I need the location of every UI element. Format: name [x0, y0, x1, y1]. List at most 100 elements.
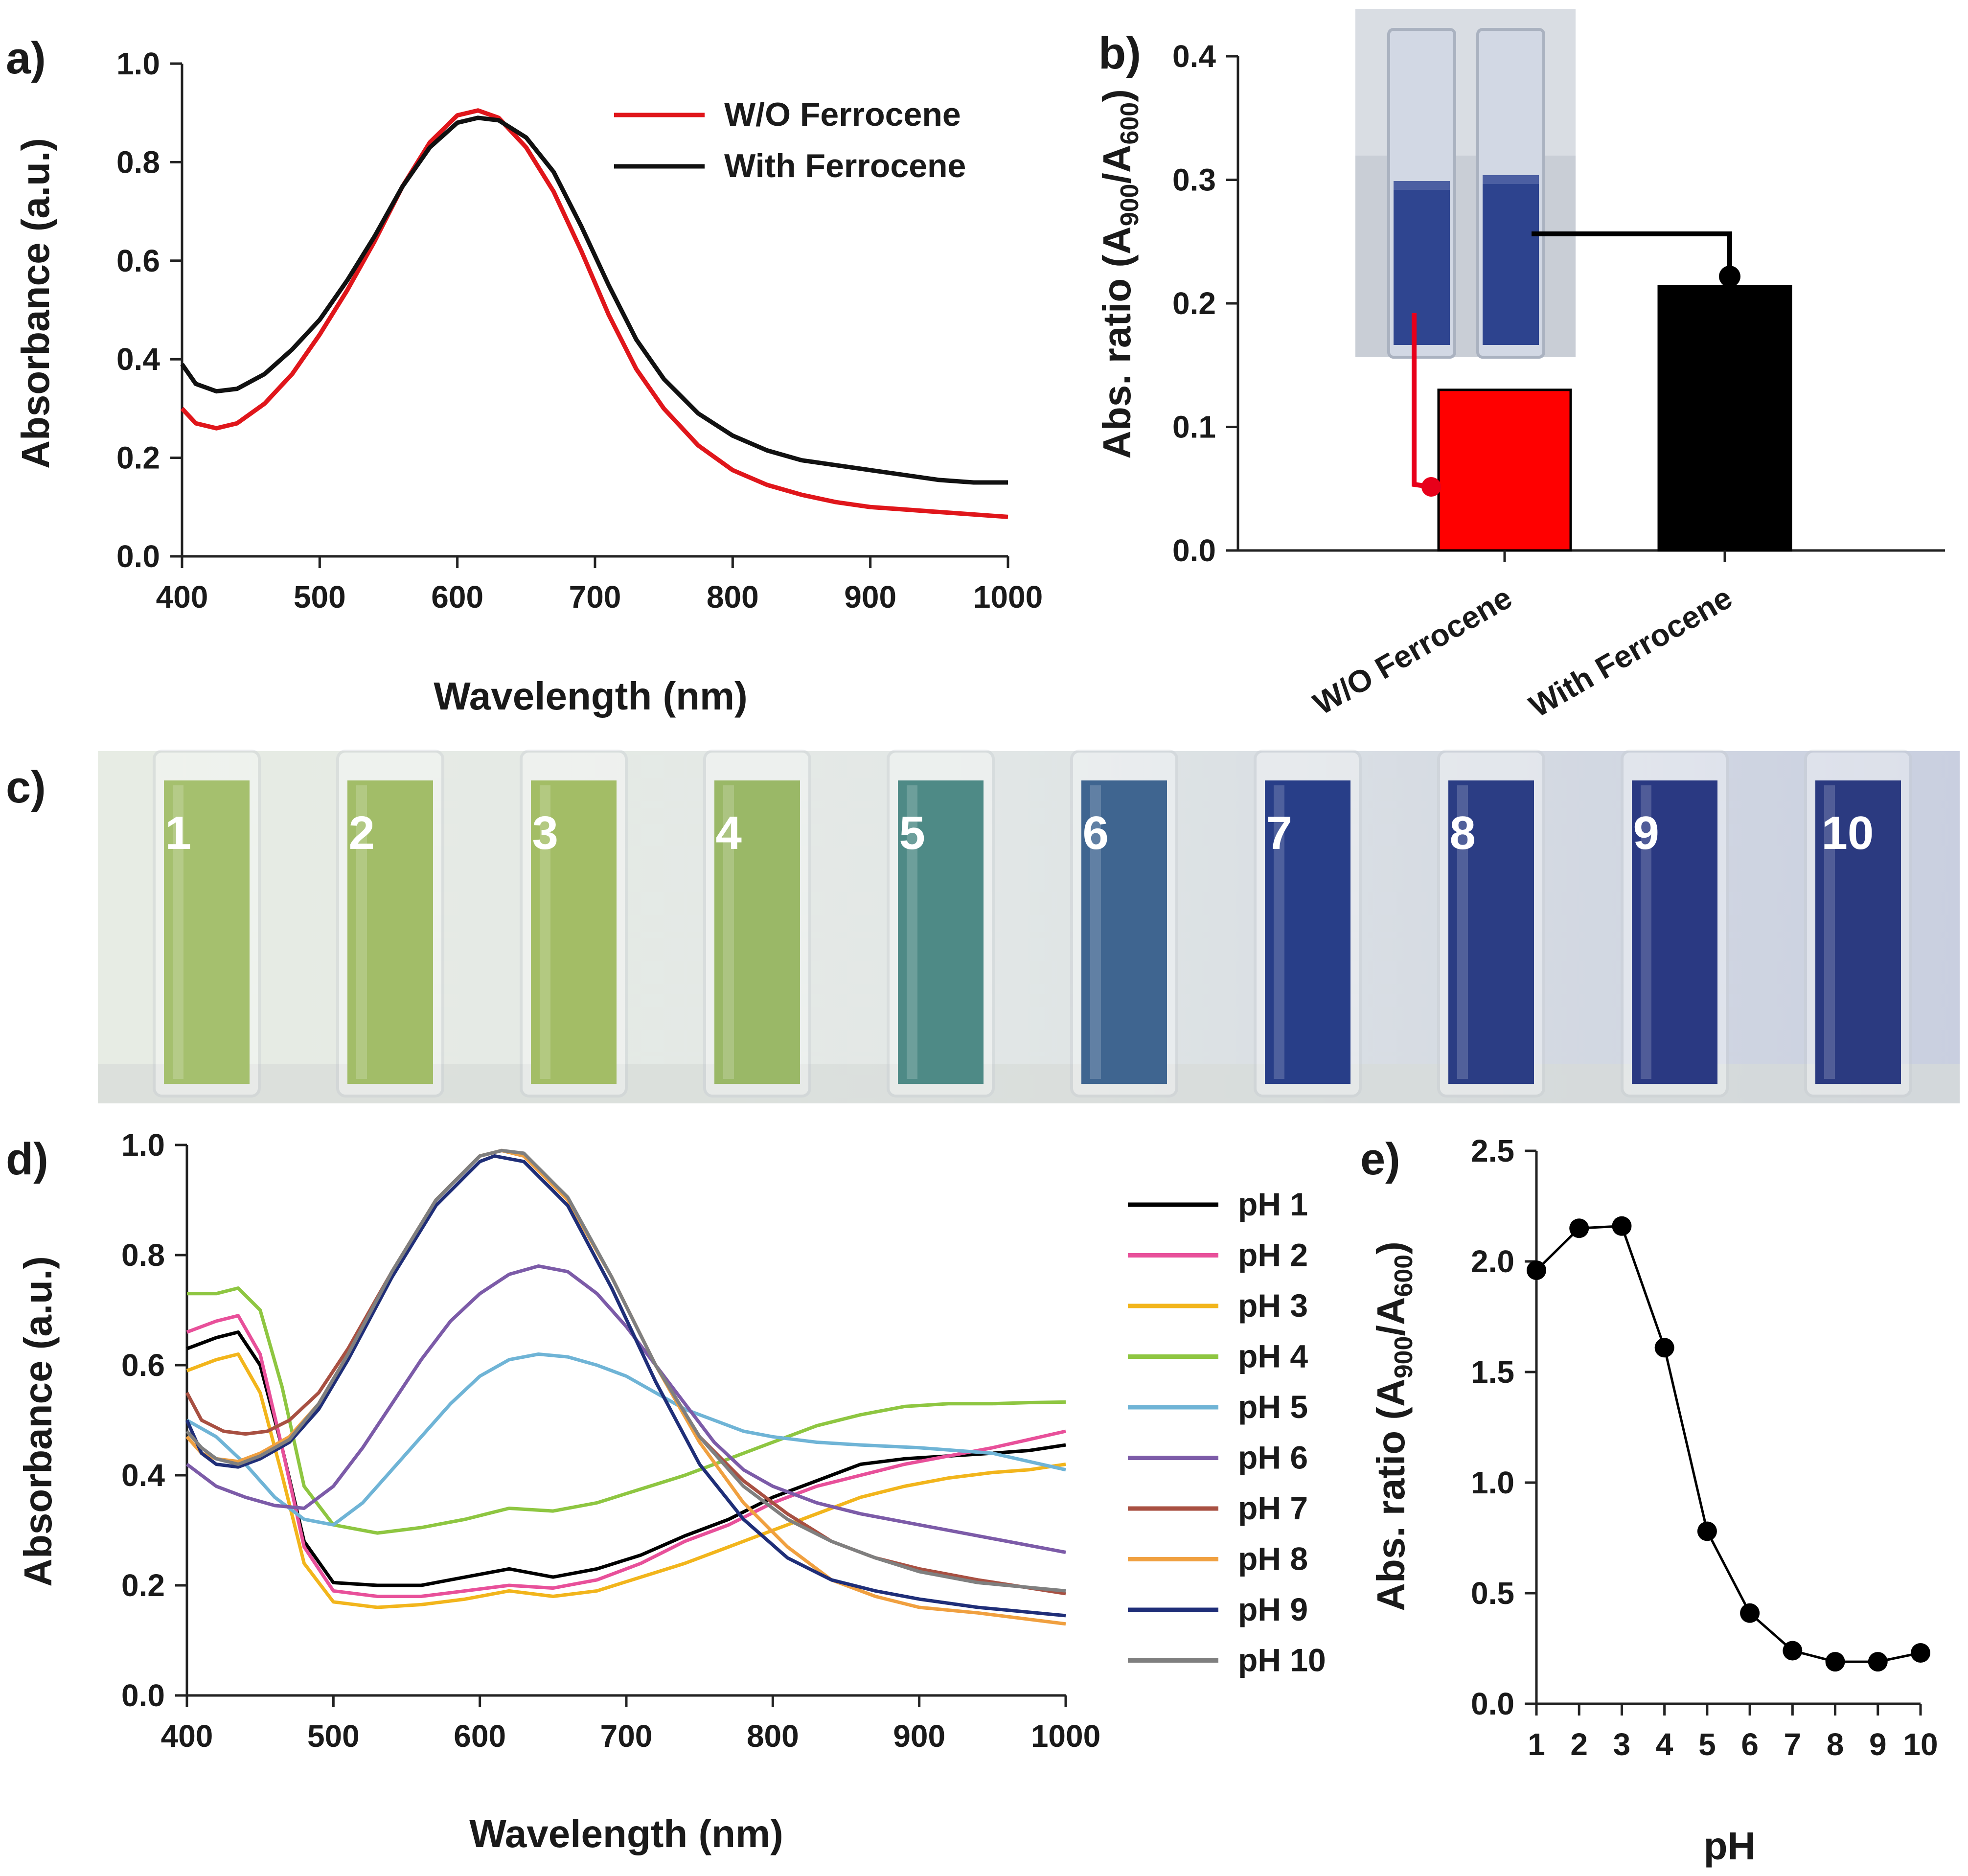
- panel-b-label: b): [1098, 28, 1141, 78]
- cuvette-liquid: [347, 780, 433, 1084]
- panel-e-chart: 0.0 0.5 1.0 1.5 2.0 2.5 1 2 3 4 5 6 7 8 9 10 pH Abs. ra…: [1369, 1133, 1938, 1868]
- x-tick-label: 7: [1784, 1727, 1802, 1762]
- panel-d-chart: 0.0 0.2 0.4 0.6 0.8 1.0 400 500 600 700 800 900 1000…: [16, 1127, 1326, 1855]
- panel-a-ylabel: Absorbance (a.u.): [14, 138, 57, 469]
- cuvette-highlight: [723, 785, 734, 1079]
- x-tick-label: With Ferrocene: [1523, 580, 1738, 724]
- panel-d-label: d): [6, 1134, 48, 1184]
- cuvette-highlight: [1824, 785, 1835, 1079]
- panel-b-inset-photo: [1355, 9, 1576, 359]
- y-tick-label: 0.8: [121, 1237, 165, 1273]
- y-tick-label: 0.5: [1471, 1576, 1514, 1611]
- y-tick-label: 0.2: [116, 440, 160, 476]
- panel-c-label: c): [6, 762, 46, 812]
- x-tick-label: 400: [161, 1718, 213, 1754]
- data-point: [1825, 1652, 1845, 1672]
- data-point: [1569, 1218, 1589, 1238]
- panel-b-connector-black: [1532, 231, 1732, 276]
- cuvette-highlight: [540, 785, 550, 1079]
- y-tick-label: 0.0: [116, 539, 160, 574]
- y-tick-label: 1.5: [1471, 1354, 1514, 1390]
- x-tick-label: 5: [1698, 1727, 1716, 1762]
- panel-a-legend: W/O Ferrocene With Ferrocene: [614, 96, 966, 184]
- panel-a-series: [180, 108, 1008, 519]
- panel-d-legend: pH 1 pH 2 pH 3 pH 4 pH 5 pH 6 pH 7 pH 8 pH 9 pH 1…: [1128, 1186, 1326, 1678]
- cuvette-number-label: 10: [1822, 807, 1874, 859]
- data-point: [1740, 1603, 1760, 1623]
- x-tick-label: 700: [569, 579, 621, 615]
- cuvette-liquid: [531, 780, 617, 1084]
- cuvette-liquid: [1265, 780, 1350, 1084]
- panel-e-series: [1527, 1216, 1930, 1672]
- series-line-abs-ratio: [1535, 1225, 1921, 1663]
- y-tick-label: 0.0: [1172, 533, 1216, 568]
- x-tick-label: 10: [1903, 1727, 1938, 1762]
- y-tick-label: 0.2: [1172, 286, 1216, 321]
- x-tick-label: 9: [1869, 1727, 1887, 1762]
- y-tick-label: 0.6: [116, 243, 160, 278]
- cuvette-number-label: 6: [1083, 807, 1109, 859]
- cuvette-highlight: [907, 785, 917, 1079]
- panel-a-axes: 0.0 0.2 0.4 0.6 0.8 1.0 400 500 600 700 800 900 1000: [116, 46, 1043, 615]
- cuvette-number-label: 1: [165, 807, 191, 859]
- x-tick-label: 500: [307, 1718, 360, 1754]
- cuvette-liquid: [164, 780, 250, 1084]
- legend-label: pH 7: [1238, 1490, 1308, 1526]
- x-tick-label: W/O Ferrocene: [1307, 580, 1518, 722]
- panel-a-chart: 0.0 0.2 0.4 0.6 0.8 1.0 400 500 600 700 800 900 1000…: [14, 46, 1043, 718]
- panel-a-label: a): [6, 33, 46, 83]
- series-line-ph-3: [186, 1352, 1066, 1609]
- data-point: [1654, 1338, 1674, 1358]
- panel-d-ylabel: Absorbance (a.u.): [16, 1256, 60, 1587]
- x-tick-label: 900: [893, 1718, 945, 1754]
- cuvette-highlight: [1641, 785, 1651, 1079]
- series-line-ph-2: [186, 1314, 1066, 1598]
- data-point: [1783, 1641, 1803, 1661]
- cuvette-highlight: [1274, 785, 1284, 1079]
- panel-e-xlabel: pH: [1704, 1824, 1756, 1868]
- cuvette-highlight: [356, 785, 367, 1079]
- x-tick-label: 700: [600, 1718, 653, 1754]
- panel-b-connector-red-dot: [1421, 477, 1441, 497]
- cuvette-number-label: 3: [532, 807, 558, 859]
- cuvette-highlight: [1090, 785, 1101, 1079]
- legend-label: With Ferrocene: [724, 147, 966, 184]
- cuvette-number-label: 7: [1266, 807, 1292, 859]
- cuvette-highlight: [1457, 785, 1468, 1079]
- x-tick-label: 1000: [1031, 1718, 1100, 1754]
- x-tick-label: 900: [844, 579, 896, 615]
- panel-d-series: [185, 1148, 1066, 1626]
- series-line-ph-10: [185, 1148, 1066, 1593]
- y-tick-label: 2.5: [1471, 1133, 1514, 1168]
- x-tick-label: 6: [1741, 1727, 1759, 1762]
- cuvette-number-label: 8: [1450, 807, 1476, 859]
- panel-e-axes: 0.0 0.5 1.0 1.5 2.0 2.5 1 2 3 4 5 6 7 8 9 10: [1471, 1133, 1938, 1762]
- series-line-with-ferrocene: [180, 115, 1008, 485]
- cuvette-number-label: 5: [899, 807, 925, 859]
- y-tick-label: 0.3: [1172, 162, 1216, 198]
- data-point: [1697, 1521, 1717, 1541]
- x-tick-label: 1: [1528, 1727, 1545, 1762]
- series-line-ph-5: [186, 1352, 1066, 1527]
- legend-label: pH 6: [1238, 1440, 1308, 1476]
- y-tick-label: 2.0: [1471, 1244, 1514, 1279]
- cuvette-number-label: 9: [1633, 807, 1659, 859]
- data-point: [1527, 1260, 1546, 1281]
- y-tick-label: 0.8: [116, 144, 160, 180]
- panel-b-ylabel: Abs. ratio (A900/A600): [1095, 89, 1144, 459]
- panel-b-connector-black-dot: [1719, 266, 1740, 287]
- y-tick-label: 0.2: [121, 1568, 165, 1603]
- panel-b-axes: 0.0 0.1 0.2 0.3 0.4: [1172, 39, 1945, 568]
- series-line-ph-4: [187, 1286, 1066, 1535]
- x-tick-label: 3: [1613, 1727, 1631, 1762]
- legend-label: pH 5: [1238, 1389, 1308, 1425]
- panel-e-label: e): [1360, 1134, 1400, 1184]
- series-line-ph-8: [185, 1148, 1066, 1626]
- data-point: [1868, 1652, 1888, 1672]
- cuvette-number-label: 4: [716, 807, 742, 859]
- cuvette-liquid: [1632, 780, 1717, 1084]
- bar-w-o-ferrocene: [1437, 389, 1572, 552]
- y-tick-label: 0.4: [121, 1458, 165, 1493]
- panel-b-chart: 0.0 0.1 0.2 0.3 0.4 W/O Ferrocene With Ferroc…: [1095, 9, 1945, 724]
